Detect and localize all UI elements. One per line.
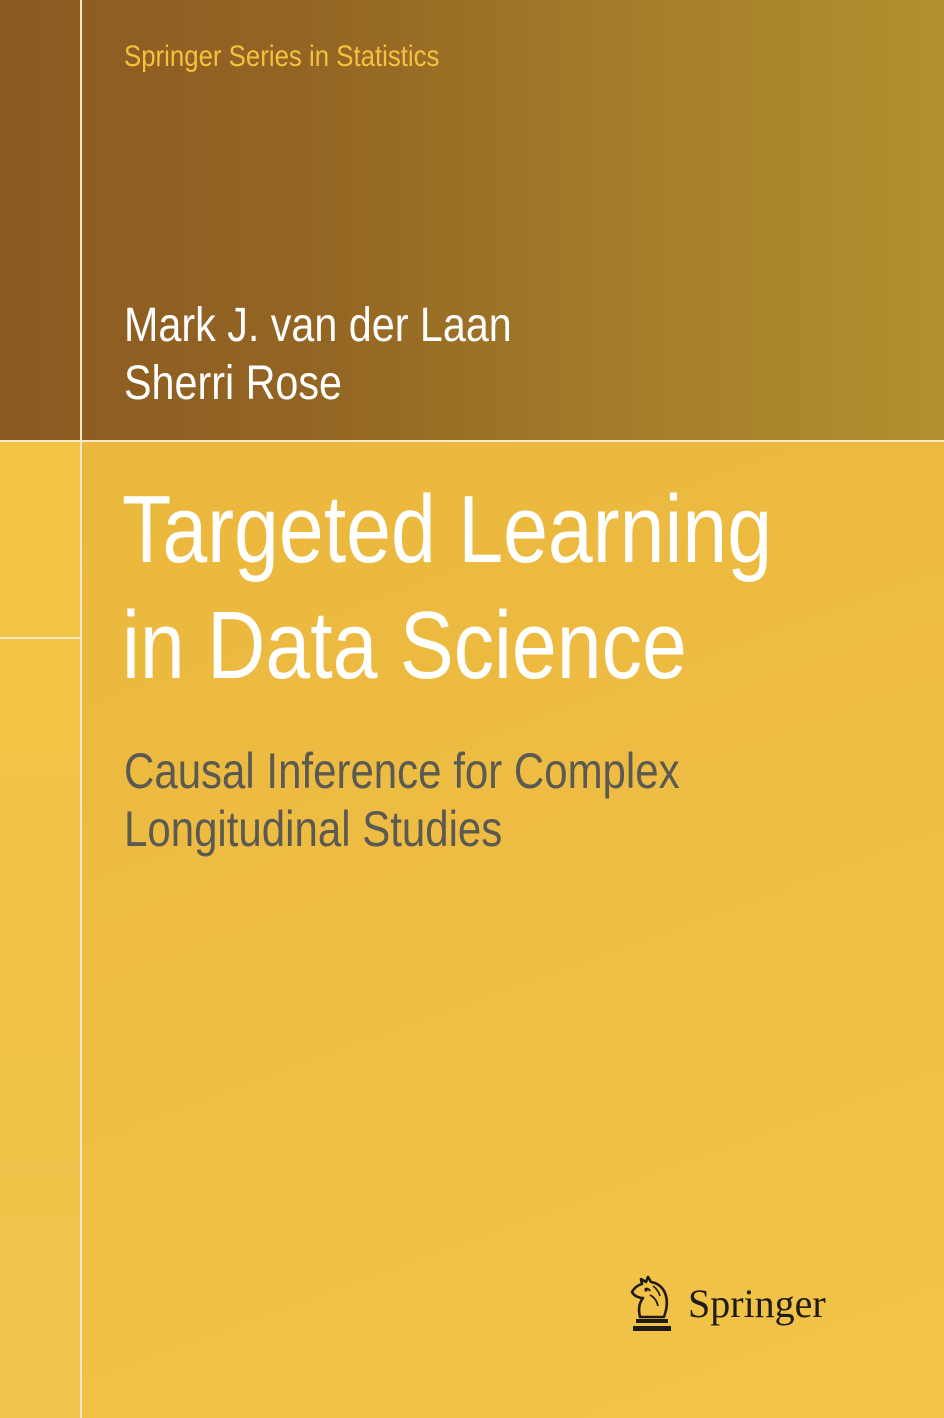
author-name: Sherri Rose [124,357,342,410]
publisher-logo: Springer [626,1272,826,1336]
knight-horse-head-icon [626,1273,678,1335]
author-name: Mark J. van der Laan [124,299,512,352]
book-subtitle-line: Causal Inference for Complex [124,743,680,799]
series-name: Springer Series in Statistics [124,40,440,73]
horizontal-rule [0,440,944,442]
cover-top-band [0,0,944,440]
book-subtitle-line: Longitudinal Studies [124,801,503,857]
book-title-line: in Data Science [122,592,687,699]
vertical-rule [80,0,82,1418]
cover-left-strip [0,442,80,1418]
publisher-name: Springer [688,1281,826,1326]
book-title-line: Targeted Learning [122,476,773,583]
short-horizontal-rule [0,637,80,639]
